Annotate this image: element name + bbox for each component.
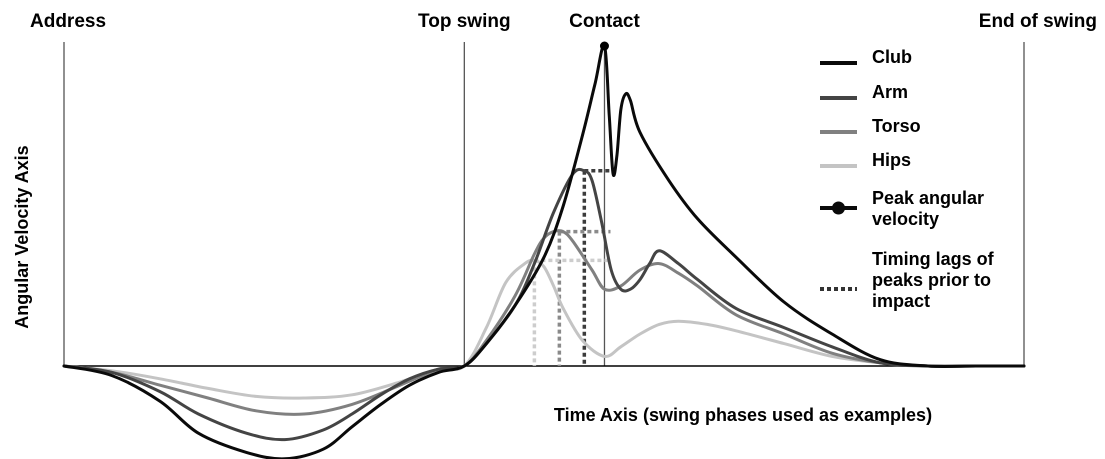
legend-label-hips: Hips — [872, 150, 911, 170]
series-line-club — [62, 44, 1026, 459]
y-axis-label: Angular Velocity Axis — [12, 145, 32, 328]
peak-marker — [599, 41, 609, 51]
legend-label-club: Club — [872, 47, 912, 67]
series-line-arm — [62, 167, 1026, 442]
series-lines — [62, 44, 1026, 459]
series-line-hips — [62, 258, 1026, 400]
x-axis-label: Time Axis (swing phases used as examples… — [554, 405, 932, 425]
legend-label-peak-angular-velocity: Peak angular velocity — [872, 188, 984, 229]
phase-labels: Address Top swing Contact End of swing — [30, 11, 1097, 32]
legend-label-torso: Torso — [872, 116, 921, 136]
phase-label-top-swing: Top swing — [418, 11, 511, 32]
legend-label-timing-lags-of-peaks-prior-to-impact: Timing lags of peaks prior to impact — [872, 249, 995, 311]
phase-label-end-of-swing: End of swing — [979, 11, 1097, 32]
legend-key-marker-peak-angular-velocity — [832, 201, 845, 215]
legend: Club Arm Torso Hips Peak angular velocity Timi… — [820, 47, 995, 311]
legend-label-arm: Arm — [872, 82, 908, 102]
phase-lines — [63, 42, 1025, 366]
phase-label-contact: Contact — [569, 11, 640, 32]
phase-label-address: Address — [30, 11, 106, 32]
timing-lag-lines — [532, 169, 611, 366]
series-line-torso — [62, 229, 1026, 416]
